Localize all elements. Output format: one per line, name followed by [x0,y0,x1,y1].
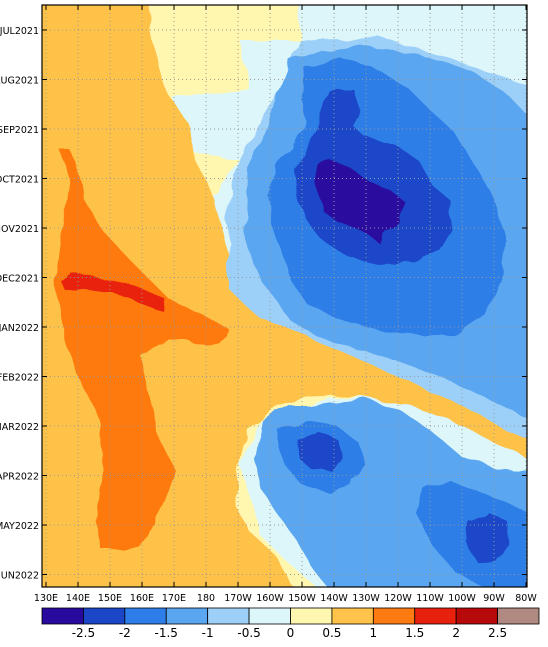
colorbar-tick-label: 1 [370,626,378,640]
x-tick-label: 120W [384,593,412,604]
colorbar-swatch [248,607,291,625]
grid-lines [42,5,527,587]
y-tick-label: SEP2021 [0,125,39,136]
x-tick-label: 170E [162,593,186,604]
colorbar-swatch [331,607,374,625]
plot-area [42,5,527,587]
x-tick-label: 160W [256,593,284,604]
x-tick-label: 150W [288,593,316,604]
colorbar-tick-label: 0.5 [322,626,341,640]
x-tick-label: 90W [483,593,505,604]
colorbar-tick-label: 2.5 [488,626,507,640]
colorbar-swatch [83,607,126,625]
band-warm-1 [42,5,527,587]
colorbar-swatch [497,607,540,625]
colorbar-tick-label: -1 [202,626,214,640]
x-tick-label: 80W [515,593,537,604]
x-tick-label: 130E [34,593,58,604]
anomaly-field [42,5,527,587]
band-warm-2 [60,272,166,312]
colorbar-tick-label: 1.5 [405,626,424,640]
y-tick-label: JAN2022 [0,323,39,334]
x-tick-label: 140E [66,593,90,604]
x-tick-label: 160E [130,593,154,604]
y-tick-label: NOV2021 [0,224,39,235]
y-tick-label: OCT2021 [0,175,39,186]
y-tick-label: JUL2021 [0,26,39,37]
x-tick-label: 100W [448,593,476,604]
colorbar-tick-label: 2 [452,626,460,640]
y-tick-label: MAR2022 [0,422,39,433]
colorbar-swatch [372,607,416,625]
x-tick-label: 180 [197,593,215,604]
x-axis-ticks [45,5,527,587]
band-cold-2p5 [315,160,405,244]
x-tick-label: 130W [352,593,380,604]
y-tick-label: DEC2021 [0,274,39,285]
colorbar-tick-label: -2 [119,626,131,640]
y-tick-label: FEB2022 [0,373,39,384]
x-tick-label: 170W [224,593,252,604]
colorbar-swatch [207,607,250,625]
colorbar-tick-label: -0.5 [237,626,260,640]
x-tick-label: 140W [320,593,348,604]
colorbar: -2.5 -2 -1.5 -1 -0.5 0 0.5 1 1.5 2 2.5 [41,607,540,640]
y-axis-tick-labels: JUL2021 AUG2021 SEP2021 OCT2021 NOV2021 DEC20… [0,26,39,582]
colorbar-tick-label: -1.5 [155,626,178,640]
y-tick-label: JUN2022 [0,571,39,582]
colorbar-swatch [41,607,84,625]
y-axis-ticks [42,29,527,575]
colorbar-swatch [455,607,498,625]
band-cold-2-2022-east [465,512,508,562]
colorbar-swatch [165,607,209,625]
colorbar-swatch [290,607,333,625]
y-tick-label: MAY2022 [0,521,39,532]
plot-frame [41,4,528,588]
y-tick-label: AUG2021 [0,76,39,87]
band-cold-2-2022 [298,432,342,472]
x-axis-tick-labels: 130E 140E 150E 160E 170E 180 170W 160W 150W 140W 1… [34,593,537,604]
x-tick-label: 110W [416,593,444,604]
colorbar-tick-label: 0 [287,626,295,640]
colorbar-swatch [414,607,457,625]
colorbar-tick-label: -2.5 [72,626,95,640]
y-tick-label: APR2022 [0,472,39,483]
x-tick-label: 150E [98,593,122,604]
colorbar-swatch [124,607,167,625]
